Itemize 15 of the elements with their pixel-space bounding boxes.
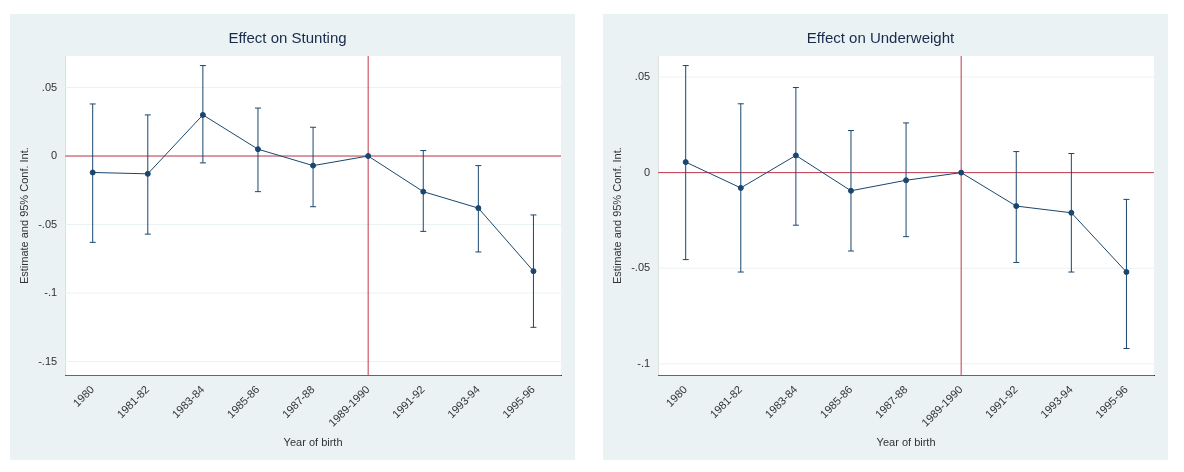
y-tick-label: -.05 xyxy=(631,261,651,274)
y-axis-title: Estimate and 95% Conf. Int. xyxy=(610,147,623,285)
y-tick-label: -.05 xyxy=(38,217,58,230)
x-axis-title: Year of birth xyxy=(283,436,343,449)
y-tick-label: -.1 xyxy=(637,356,651,369)
chart-title: Effect on Underweight xyxy=(806,29,955,47)
y-tick-label: -.15 xyxy=(38,354,58,367)
y-tick-label: .05 xyxy=(41,80,58,93)
y-tick-label: 0 xyxy=(644,165,651,178)
chart-title: Effect on Stunting xyxy=(228,29,347,47)
y-tick-label: .05 xyxy=(634,70,651,83)
y-tick-label: 0 xyxy=(51,149,58,162)
y-tick-label: -.1 xyxy=(44,286,58,299)
x-axis-title: Year of birth xyxy=(876,436,936,449)
y-axis-title: Estimate and 95% Conf. Int. xyxy=(17,147,30,285)
